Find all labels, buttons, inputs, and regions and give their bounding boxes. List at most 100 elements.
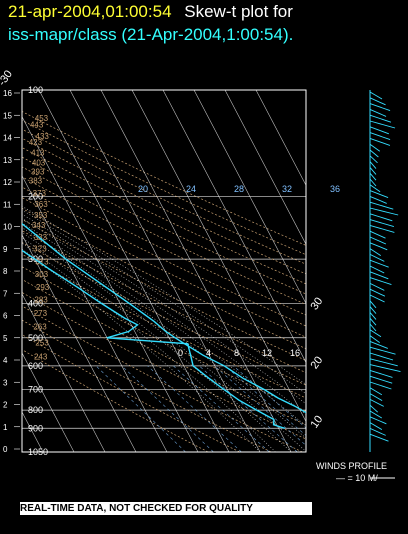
- wind-barb: [369, 195, 387, 204]
- wind-barb: [369, 282, 385, 291]
- plot-title-line-1: 21-apr-2004,01:00:54 Skew-t plot for: [8, 2, 293, 22]
- wind-barb: [369, 398, 384, 407]
- moist-adiabat-line: [22, 227, 306, 439]
- dry-adiabat-label: 333: [34, 233, 48, 242]
- pressure-tick-label: 500: [28, 333, 43, 343]
- moist-adiabat-line: [22, 242, 276, 452]
- isotherm-line: [22, 116, 199, 452]
- dry-adiabat-line: [22, 166, 306, 305]
- wind-barb: [369, 393, 383, 401]
- dry-adiabats: [22, 111, 306, 452]
- mixing-ratio-line: [233, 365, 306, 429]
- dry-adiabat-line: [22, 241, 306, 386]
- height-tick-label: 10: [3, 223, 12, 232]
- dry-adiabat-label: 303: [35, 270, 49, 279]
- dry-adiabat-label: 363: [34, 200, 48, 209]
- pressure-tick-label: 900: [28, 423, 43, 433]
- wind-barb: [369, 404, 379, 413]
- dry-adiabat-line: [22, 292, 306, 440]
- height-tick-label: 16: [3, 89, 12, 98]
- wind-barb: [369, 167, 377, 175]
- wind-barb: [369, 375, 393, 384]
- pressure-tick-label: 200: [28, 192, 43, 202]
- dry-adiabat-line: [22, 176, 306, 316]
- dry-adiabat-line: [22, 253, 306, 399]
- mixing-ratio-line: [214, 365, 306, 446]
- dry-adiabat-label: 433: [36, 132, 50, 141]
- wind-barb: [369, 219, 394, 228]
- dry-adiabat-label: 263: [33, 323, 47, 332]
- dry-adiabat-line: [22, 128, 306, 265]
- pressure-tick-label: 100: [28, 85, 43, 95]
- wind-barb: [369, 312, 377, 320]
- isotherm-line: [193, 90, 306, 305]
- isotherm-line: [100, 90, 292, 452]
- wind-barb: [369, 230, 386, 239]
- wind-barb: [369, 207, 399, 216]
- wind-barb: [369, 103, 391, 112]
- mixing-ratio-label: 28: [234, 184, 244, 194]
- temperature-profile-line: [22, 222, 306, 414]
- wind-barb: [369, 236, 387, 245]
- dry-adiabat-label: 373: [33, 189, 47, 198]
- wind-barb: [369, 126, 389, 135]
- wind-barb: [369, 120, 396, 129]
- moist-adiabats: [22, 205, 306, 452]
- wind-barb: [369, 340, 388, 349]
- height-tick-label: 0: [3, 445, 8, 454]
- dry-adiabat-label: 243: [34, 353, 48, 362]
- isotherm-line: [22, 352, 75, 452]
- wind-barb: [369, 306, 377, 314]
- wind-barb: [369, 248, 381, 256]
- moist-adiabat-line: [22, 209, 306, 395]
- wind-barb: [369, 259, 389, 268]
- dry-adiabat-label: 423: [29, 138, 43, 147]
- mixing-ratio-line: [224, 365, 306, 436]
- wind-barb: [369, 352, 394, 361]
- wind-barb: [369, 155, 378, 164]
- wind-barb: [369, 149, 379, 158]
- wind-barb: [369, 288, 386, 297]
- moist-adiabat-line: [22, 232, 306, 452]
- wind-barb: [369, 300, 377, 309]
- wind-barb: [369, 358, 398, 367]
- wind-barb: [369, 114, 392, 123]
- isotherm-line: [22, 234, 137, 452]
- isotherm-line: [22, 175, 168, 452]
- height-tick-label: 13: [3, 156, 12, 165]
- height-tick-label: 15: [3, 111, 12, 120]
- wind-barb: [369, 387, 383, 396]
- moist-adiabat-label: 8: [234, 348, 239, 358]
- isotherm-line: [131, 90, 306, 423]
- dry-adiabat-line: [22, 230, 306, 374]
- wind-barb: [369, 242, 388, 251]
- moist-adiabat-label: 0: [178, 348, 183, 358]
- height-tick-label: 4: [3, 356, 8, 365]
- mixing-ratio-line: [121, 365, 214, 452]
- height-tick-label: 5: [3, 334, 8, 343]
- height-tick-label: 8: [3, 267, 8, 276]
- winds-profile-label: WINDS PROFILE: [316, 461, 388, 471]
- moist-adiabat-line: [22, 222, 306, 427]
- wind-barb: [369, 369, 393, 378]
- dewpoint-profile-line: [22, 249, 285, 429]
- mixing-ratio-line: [147, 365, 242, 452]
- plot-frame: [21, 89, 307, 453]
- wind-barb: [369, 213, 393, 222]
- dry-adiabat-line: [22, 319, 272, 452]
- dry-adiabat-line: [22, 334, 240, 452]
- wind-barb: [369, 91, 383, 100]
- wind-barb: [369, 422, 383, 430]
- wind-barb: [369, 161, 377, 169]
- dry-adiabat-label: 293: [36, 283, 50, 292]
- wind-barb: [369, 184, 381, 193]
- dry-adiabat-label: 453: [35, 114, 49, 123]
- mixing-ratio-label: 32: [282, 184, 292, 194]
- pressure-isobars: [22, 90, 306, 452]
- wind-barb: [369, 178, 377, 187]
- moist-adiabat-label: 12: [262, 348, 272, 358]
- isotherm-line: [69, 90, 261, 452]
- wind-barb: [369, 317, 377, 326]
- dry-adiabat-label: 383: [29, 176, 43, 185]
